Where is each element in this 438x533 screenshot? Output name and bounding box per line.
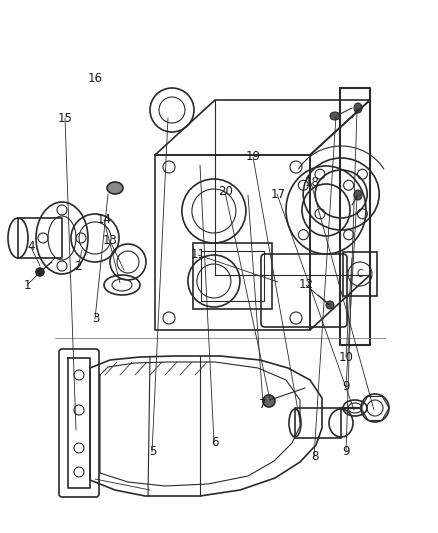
Text: 1: 1 <box>23 279 31 292</box>
Text: 13: 13 <box>103 235 118 247</box>
Text: C: C <box>357 269 364 279</box>
Text: 16: 16 <box>88 72 103 85</box>
Text: 5: 5 <box>149 446 156 458</box>
Ellipse shape <box>326 301 334 309</box>
Ellipse shape <box>107 182 123 194</box>
Text: 14: 14 <box>97 213 112 226</box>
Bar <box>193 243 272 309</box>
Text: 10: 10 <box>339 351 353 364</box>
Bar <box>295 408 341 438</box>
Text: 2: 2 <box>74 260 82 273</box>
Text: 20: 20 <box>218 185 233 198</box>
Ellipse shape <box>330 112 340 120</box>
Text: 11: 11 <box>191 248 205 261</box>
Text: 4: 4 <box>28 240 35 253</box>
Text: 8: 8 <box>311 450 318 463</box>
Text: 3: 3 <box>92 312 99 325</box>
Text: 18: 18 <box>304 176 319 189</box>
Text: 6: 6 <box>211 436 219 449</box>
Text: 9: 9 <box>342 446 350 458</box>
Bar <box>201 251 264 301</box>
Bar <box>343 252 377 296</box>
Ellipse shape <box>36 268 44 276</box>
Ellipse shape <box>263 395 275 407</box>
Ellipse shape <box>354 103 362 113</box>
Text: 9: 9 <box>342 381 350 393</box>
Ellipse shape <box>354 190 362 200</box>
Text: 7: 7 <box>259 398 267 410</box>
Text: 15: 15 <box>57 112 72 125</box>
Text: 17: 17 <box>270 188 285 200</box>
Text: 19: 19 <box>246 150 261 163</box>
Text: 12: 12 <box>298 278 313 291</box>
